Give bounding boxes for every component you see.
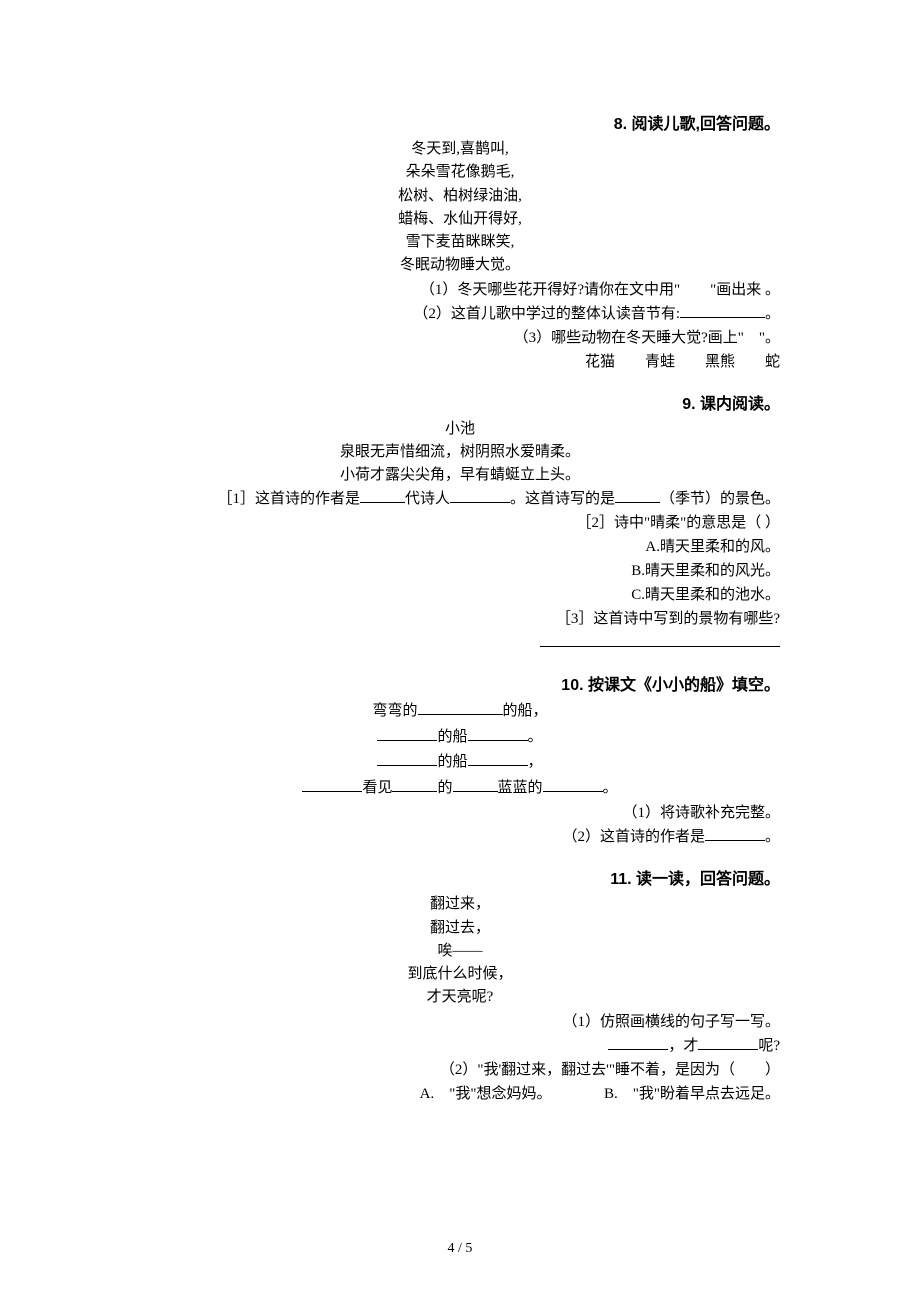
q9-sub1-d: （季节）的景色。: [660, 491, 780, 507]
q8-poem: 冬天到,喜鹊叫, 朵朵雪花像鹅毛, 松树、柏树绿油油, 蜡梅、水仙开得好, 雪下…: [140, 138, 780, 278]
q9-heading: 9. 课内阅读。: [140, 390, 780, 414]
q9-poem: 泉眼无声惜细流，树阴照水爱晴柔。 小荷才露尖尖角，早有蜻蜓立上头。: [140, 441, 780, 488]
q8-sub1: （1）冬天哪些花开得好?请你在文中用" "画出来 。: [140, 278, 780, 302]
blank-field: [608, 1036, 668, 1050]
q8-poem-line: 朵朵雪花像鹅毛,: [140, 161, 780, 184]
q9-answer-line: [140, 631, 780, 655]
q10-l3-a: 的船: [437, 754, 467, 770]
q9-title: 小池: [140, 418, 780, 441]
q10-poem: 弯弯的的船， 的船。 的船， 看见的蓝蓝的。: [140, 699, 780, 801]
q9-sub1-c: 。这首诗写的是: [510, 491, 615, 507]
q11-heading: 11. 读一读，回答问题。: [140, 865, 780, 889]
q9-opt-b: B.晴天里柔和的风光。: [140, 559, 780, 583]
blank-field: [468, 727, 528, 741]
q10-sub1: （1）将诗歌补充完整。: [140, 801, 780, 825]
q10-l4-d: 。: [603, 780, 618, 796]
q10-l2-b: 。: [528, 729, 543, 745]
q8-poem-line: 冬天到,喜鹊叫,: [140, 138, 780, 161]
blank-field: [680, 304, 765, 318]
blank-field: [418, 701, 503, 715]
blank-field: [540, 633, 780, 647]
q11-sub1-a: ，才: [668, 1038, 698, 1054]
q10-line2: 的船 。: [140, 725, 780, 751]
q8-heading: 8. 阅读儿歌,回答问题。: [140, 110, 780, 134]
blank-field: [543, 778, 603, 792]
page-number: 4 / 5: [0, 1241, 920, 1257]
q11-poem-line: 才天亮呢?: [140, 986, 780, 1009]
q8-poem-line: 雪下麦苗眯眯笑,: [140, 231, 780, 254]
q10-heading: 10. 按课文《小小的船》填空。: [140, 671, 780, 695]
blank-field: [360, 489, 405, 503]
question-9: 9. 课内阅读。 小池 泉眼无声惜细流，树阴照水爱晴柔。 小荷才露尖尖角，早有蜻…: [140, 390, 780, 656]
q10-l4-b: 的: [437, 780, 452, 796]
q11-options: A. "我"想念妈妈。 B. "我"盼着早点去远足。: [140, 1082, 780, 1106]
q8-poem-line: 冬眠动物睡大觉。: [140, 254, 780, 277]
blank-field: [615, 489, 660, 503]
q11-poem-line: 翻过去，: [140, 917, 780, 940]
q10-sub2: （2）这首诗的作者是 。: [140, 825, 780, 849]
blank-field: [377, 752, 437, 766]
q11-sub1-b: 呢?: [758, 1038, 780, 1054]
q10-line4: 看见 的 蓝蓝的 。: [140, 776, 780, 802]
blank-field: [453, 778, 498, 792]
blank-field: [377, 727, 437, 741]
blank-field: [450, 489, 510, 503]
q10-l1-b: 的船，: [503, 703, 548, 719]
blank-field: [302, 778, 362, 792]
q8-animals: 花猫 青蛙 黑熊 蛇: [140, 350, 780, 374]
q9-opt-c: C.晴天里柔和的池水。: [140, 583, 780, 607]
q9-opt-a: A.晴天里柔和的风。: [140, 535, 780, 559]
q9-sub2: ［2］诗中"晴柔"的意思是（ ）: [140, 511, 780, 535]
q11-sub1-blanks: ，才 呢?: [140, 1034, 780, 1058]
q8-sub2: （2）这首儿歌中学过的整体认读音节有: 。: [140, 302, 780, 326]
q10-line1: 弯弯的 的船，: [140, 699, 780, 725]
q8-sub2-pre: （2）这首儿歌中学过的整体认读音节有:: [413, 306, 680, 322]
blank-field: [705, 827, 765, 841]
q11-sub2: （2）"我'翻过来，翻过去'"睡不着，是因为（ ）: [140, 1058, 780, 1082]
blank-field: [392, 778, 437, 792]
q11-poem-line: 翻过来，: [140, 893, 780, 916]
q10-l2-a: 的船: [437, 729, 467, 745]
q10-l1-a: 弯弯的: [372, 703, 417, 719]
q9-sub1-a: ［1］这首诗的作者是: [217, 491, 360, 507]
blank-field: [468, 752, 528, 766]
question-8: 8. 阅读儿歌,回答问题。 冬天到,喜鹊叫, 朵朵雪花像鹅毛, 松树、柏树绿油油…: [140, 110, 780, 374]
question-11: 11. 读一读，回答问题。 翻过来， 翻过去， 唉—— 到底什么时候， 才天亮呢…: [140, 865, 780, 1105]
question-10: 10. 按课文《小小的船》填空。 弯弯的的船， 的船。 的船， 看见的蓝蓝的。 …: [140, 671, 780, 849]
q10-line3: 的船 ，: [140, 750, 780, 776]
blank-field: [698, 1036, 758, 1050]
q8-sub3: （3）哪些动物在冬天睡大觉?画上" "。: [140, 326, 780, 350]
q10-l3-b: ，: [528, 754, 543, 770]
q9-sub3: ［3］这首诗中写到的景物有哪些?: [140, 607, 780, 631]
q11-opt-a: A. "我"想念妈妈。: [420, 1086, 544, 1102]
q9-sub1: ［1］这首诗的作者是 代诗人 。这首诗写的是 （季节）的景色。: [140, 487, 780, 511]
q10-sub2-pre: （2）这首诗的作者是: [562, 829, 705, 845]
q10-l4-c: 蓝蓝的: [498, 780, 543, 796]
q11-sub1: （1）仿照画横线的句子写一写。: [140, 1010, 780, 1034]
q9-line: 泉眼无声惜细流，树阴照水爱晴柔。: [140, 441, 780, 464]
q11-poem-line: 唉——: [140, 940, 780, 963]
q9-line: 小荷才露尖尖角，早有蜻蜓立上头。: [140, 464, 780, 487]
q10-sub2-post: 。: [765, 829, 780, 845]
q11-poem: 翻过来， 翻过去， 唉—— 到底什么时候， 才天亮呢?: [140, 893, 780, 1009]
q8-poem-line: 蜡梅、水仙开得好,: [140, 208, 780, 231]
q11-opt-b: B. "我"盼着早点去远足。: [604, 1086, 780, 1102]
q10-l4-a: 看见: [362, 780, 392, 796]
q8-sub2-post: 。: [765, 306, 780, 322]
q8-poem-line: 松树、柏树绿油油,: [140, 185, 780, 208]
q9-sub1-b: 代诗人: [405, 491, 450, 507]
q11-poem-line: 到底什么时候，: [140, 963, 780, 986]
